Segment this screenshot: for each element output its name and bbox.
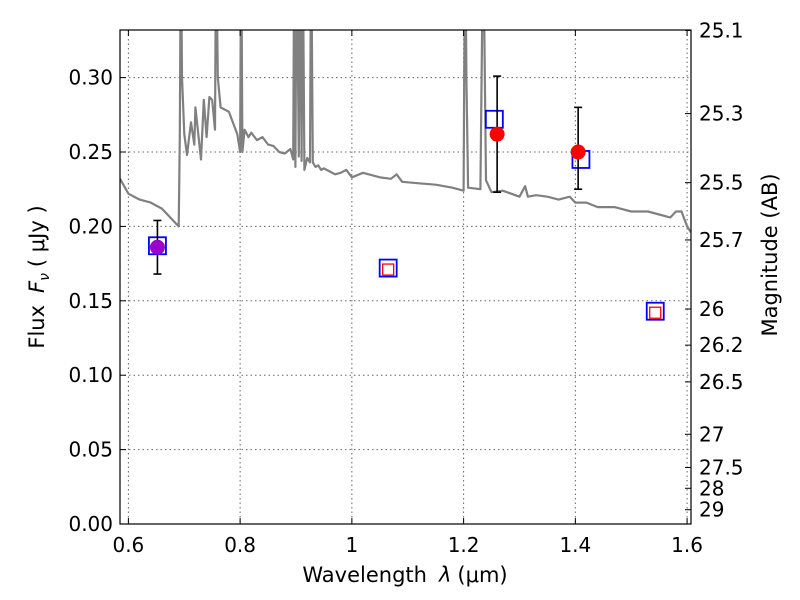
model-photometry-marker [645,301,665,321]
model-photometry-marker [378,258,398,278]
y-tick-label: 0.05 [68,438,113,462]
grid [120,30,691,524]
y2-tick-label: 27.5 [699,455,744,479]
model-photometry-marker [484,109,504,129]
plot-frame [119,29,692,525]
predicted-flux-marker [382,263,395,276]
y2-axis-title: Magnitude (AB) [758,173,782,336]
y2-tick-label: 27 [699,422,724,446]
x-tick-label: 1.4 [559,533,591,557]
y-tick-label: 0.25 [68,140,113,164]
y-tick-label: 0.30 [68,66,113,90]
y2-tick-label: 28 [699,476,724,500]
y2-tick-label: 25.7 [699,228,744,252]
observed-flux-marker [149,239,165,255]
y2-tick-label: 26 [699,297,724,321]
model-spectrum-layer [120,30,691,233]
y-axis-title: FluxFν( μJy ) [25,205,53,348]
x-tick-label: 1.2 [448,533,480,557]
y2-tick-label: 25.5 [699,171,744,195]
x-axis-title: Wavelength λ (μm) [302,563,507,587]
observed-flux-marker [489,126,505,142]
x-tick-label: 1 [345,533,358,557]
y-tick-label: 0.00 [68,512,113,536]
y2-tick-label: 25.1 [699,18,744,42]
y2-tick-label: 29 [699,498,724,522]
x-tick-label: 0.8 [224,533,256,557]
y-tick-label: 0.15 [68,289,113,313]
model-spectrum-line [120,30,691,233]
data-points-layer [148,75,665,321]
y-tick-label: 0.10 [68,363,113,387]
y-tick-label: 0.20 [68,214,113,238]
predicted-flux-marker [649,306,662,319]
y2-tick-label: 26.5 [699,370,744,394]
x-tick-label: 0.6 [112,533,144,557]
axis-ticks: 0.6 0.8 1 1.2 1.4 1.6 0.00 0.05 0.10 0.15 0.20 0.25… [68,18,743,557]
y2-tick-label: 25.3 [699,102,744,126]
observed-flux-marker [570,144,586,160]
x-tick-label: 1.6 [671,533,703,557]
y2-tick-label: 26.2 [699,333,744,357]
